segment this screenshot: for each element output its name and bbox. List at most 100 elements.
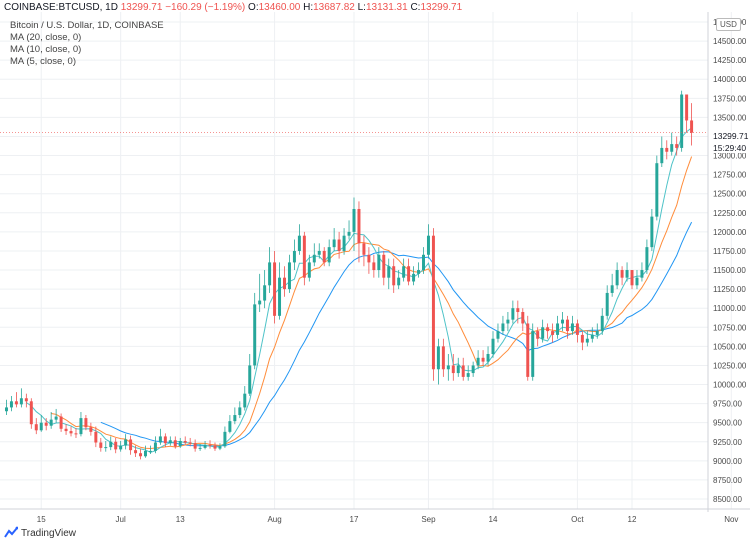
candle[interactable] bbox=[292, 239, 296, 271]
candle[interactable] bbox=[79, 411, 83, 437]
candle[interactable] bbox=[317, 243, 321, 259]
candle[interactable] bbox=[387, 258, 391, 290]
candle[interactable] bbox=[153, 436, 157, 454]
candle[interactable] bbox=[600, 308, 604, 335]
candle[interactable] bbox=[541, 319, 545, 343]
candle[interactable] bbox=[511, 300, 515, 324]
candle[interactable] bbox=[268, 247, 272, 293]
candle[interactable] bbox=[287, 254, 291, 293]
candle[interactable] bbox=[476, 350, 480, 370]
candle[interactable] bbox=[99, 437, 103, 452]
candle[interactable] bbox=[49, 411, 53, 429]
candle[interactable] bbox=[342, 228, 346, 255]
candle[interactable] bbox=[461, 357, 465, 381]
candle[interactable] bbox=[228, 415, 232, 434]
candle[interactable] bbox=[14, 392, 18, 408]
candle[interactable] bbox=[531, 323, 535, 381]
candle[interactable] bbox=[218, 443, 222, 451]
candle[interactable] bbox=[307, 254, 311, 282]
candle[interactable] bbox=[158, 428, 162, 445]
candle[interactable] bbox=[565, 315, 569, 339]
candle[interactable] bbox=[312, 243, 316, 267]
candle[interactable] bbox=[173, 436, 177, 449]
candle[interactable] bbox=[610, 273, 614, 297]
candle[interactable] bbox=[29, 398, 33, 429]
candle[interactable] bbox=[372, 254, 376, 278]
candle[interactable] bbox=[640, 262, 644, 282]
candle[interactable] bbox=[322, 247, 326, 267]
candle[interactable] bbox=[337, 231, 341, 259]
candle[interactable] bbox=[9, 395, 13, 412]
candle[interactable] bbox=[109, 436, 113, 451]
legend-title[interactable]: Bitcoin / U.S. Dollar, 1D, COINBASE bbox=[10, 20, 164, 31]
candle[interactable] bbox=[367, 247, 371, 274]
candle[interactable] bbox=[501, 315, 505, 335]
candle[interactable] bbox=[496, 323, 500, 343]
candle[interactable] bbox=[670, 132, 674, 156]
candle[interactable] bbox=[486, 346, 490, 366]
candle[interactable] bbox=[392, 258, 396, 293]
candle[interactable] bbox=[417, 262, 421, 278]
candle[interactable] bbox=[456, 357, 460, 377]
candle[interactable] bbox=[263, 270, 267, 309]
candle[interactable] bbox=[556, 315, 560, 339]
candle[interactable] bbox=[506, 312, 510, 332]
candle[interactable] bbox=[243, 386, 247, 411]
candle[interactable] bbox=[357, 201, 361, 263]
candle[interactable] bbox=[412, 266, 416, 286]
candle[interactable] bbox=[590, 327, 594, 343]
candle[interactable] bbox=[620, 266, 624, 286]
candle[interactable] bbox=[426, 224, 430, 259]
candle[interactable] bbox=[248, 353, 252, 396]
candle[interactable] bbox=[516, 300, 520, 324]
candle[interactable] bbox=[119, 440, 123, 452]
candle[interactable] bbox=[575, 319, 579, 343]
candle[interactable] bbox=[193, 439, 197, 452]
candle[interactable] bbox=[139, 448, 143, 460]
candle[interactable] bbox=[605, 285, 609, 320]
candle[interactable] bbox=[402, 258, 406, 282]
candle[interactable] bbox=[144, 445, 147, 458]
candle[interactable] bbox=[665, 140, 669, 160]
candle[interactable] bbox=[258, 273, 262, 313]
candle[interactable] bbox=[89, 422, 93, 436]
candle[interactable] bbox=[297, 224, 301, 255]
candle[interactable] bbox=[283, 266, 286, 297]
candle[interactable] bbox=[233, 407, 237, 425]
candle[interactable] bbox=[441, 338, 445, 377]
candle[interactable] bbox=[39, 415, 43, 432]
candle[interactable] bbox=[645, 239, 649, 274]
legend-ma20[interactable]: MA (20, close, 0) bbox=[10, 32, 82, 43]
candle[interactable] bbox=[4, 399, 8, 416]
candle[interactable] bbox=[397, 270, 401, 290]
candle[interactable] bbox=[680, 90, 684, 152]
candle[interactable] bbox=[129, 435, 133, 455]
tradingview-logo[interactable]: TradingView bbox=[4, 526, 76, 540]
candle[interactable] bbox=[660, 136, 664, 168]
candle[interactable] bbox=[491, 331, 495, 358]
candle[interactable] bbox=[302, 231, 306, 286]
candle[interactable] bbox=[64, 424, 68, 435]
candle[interactable] bbox=[466, 365, 470, 381]
candle[interactable] bbox=[84, 415, 88, 431]
candle[interactable] bbox=[223, 426, 227, 448]
candle[interactable] bbox=[332, 228, 336, 251]
candle[interactable] bbox=[183, 436, 187, 445]
candle[interactable] bbox=[114, 437, 118, 454]
candle[interactable] bbox=[134, 445, 138, 458]
candle[interactable] bbox=[148, 445, 152, 454]
legend-ma10[interactable]: MA (10, close, 0) bbox=[10, 44, 82, 55]
candle[interactable] bbox=[213, 442, 217, 451]
candle[interactable] bbox=[471, 361, 475, 377]
candle[interactable] bbox=[431, 228, 435, 381]
candle[interactable] bbox=[630, 270, 634, 290]
candle[interactable] bbox=[546, 323, 550, 339]
candle[interactable] bbox=[635, 270, 639, 290]
candle[interactable] bbox=[625, 262, 629, 282]
candle[interactable] bbox=[407, 258, 411, 286]
currency-button[interactable]: USD bbox=[716, 18, 741, 31]
candle[interactable] bbox=[34, 418, 38, 435]
candle[interactable] bbox=[253, 292, 257, 370]
candle[interactable] bbox=[436, 338, 440, 385]
